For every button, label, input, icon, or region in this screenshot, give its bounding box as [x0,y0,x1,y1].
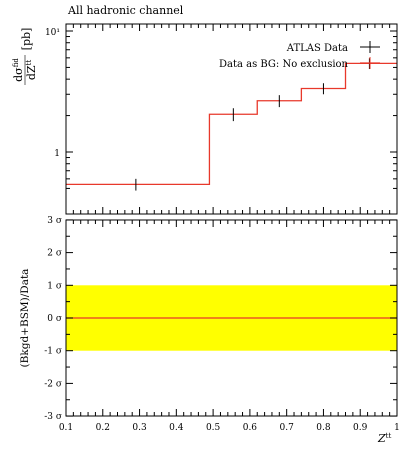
main-y-ticks [66,30,397,189]
ratio-y-axis-label: (Bkgd+BSM)/Data [19,269,31,368]
main-x-ticks [65,24,398,214]
xlabel-sup: tt [386,432,392,440]
x-tick-label: 1 [394,423,400,433]
ratio-y-tick-label: -3 σ [44,412,62,422]
x-tick-label: 0.6 [243,423,258,433]
legend-label-atlas-data: ATLAS Data [286,43,348,54]
svg-text:Ztt: Ztt [377,432,391,445]
ratio-panel: 3 σ 2 σ 1 σ 0 σ -1 σ -2 σ -3 σ 0.1 0.2 0.3 0.4 0.5… [19,216,400,445]
svg-text:dσfid: dσfid [12,58,25,82]
ylabel-num: dσ [12,67,25,82]
x-tick-label: 0.2 [96,423,110,433]
legend-label-data-as-bg: Data as BG: No exclusion [219,59,349,70]
ratio-y-tick-label: -1 σ [44,347,62,357]
ratio-y-tick-label: 2 σ [47,249,62,259]
y-tick-label-10: 10¹ [45,28,60,38]
ratio-frame [65,219,398,417]
legend-marker-data-as-bg [360,57,380,69]
ratio-ylabel: (Bkgd+BSM)/Data [19,269,31,368]
ratio-y-tick-label: -2 σ [44,379,62,389]
x-tick-label: 0.3 [132,423,147,433]
ylabel-unit: [pb] [20,28,33,51]
svg-text:dZtt: dZtt [25,60,38,81]
plot-title: All hadronic channel [67,4,184,17]
x-tick-label: 0.9 [353,423,368,433]
histogram-step-line [66,62,397,186]
xlabel-main: Z [377,432,386,445]
main-y-axis-label: dσfid dZtt [pb] [12,28,38,85]
x-tick-label: 0.5 [206,423,221,433]
data-points [135,58,370,191]
ylabel-den: dZ [25,65,38,80]
x-axis-label: Ztt [377,432,391,445]
ratio-y-tick-label: 0 σ [47,314,62,324]
main-panel: 10¹ 1 dσfid dZtt [pb] ATLAS Data Data as… [12,23,398,215]
ratio-y-tick-label: 1 σ [47,281,62,291]
ylabel-num-sup: fid [12,58,20,68]
x-tick-label: 0.4 [169,423,184,433]
x-tick-label: 0.7 [280,423,295,433]
ratio-y-tick-label: 3 σ [47,216,62,226]
ratio-x-ticks: 0.1 0.2 0.3 0.4 0.5 0.6 0.7 0.8 0.9 1 [59,220,400,433]
x-tick-label: 0.8 [316,423,331,433]
legend: ATLAS Data Data as BG: No exclusion [219,41,380,70]
ylabel-den-sup: tt [25,60,33,66]
x-tick-label: 0.1 [59,423,73,433]
step-histogram [66,62,397,186]
main-frame [65,23,398,215]
legend-marker-atlas-data [360,41,380,53]
y-tick-label-1: 1 [54,149,60,159]
